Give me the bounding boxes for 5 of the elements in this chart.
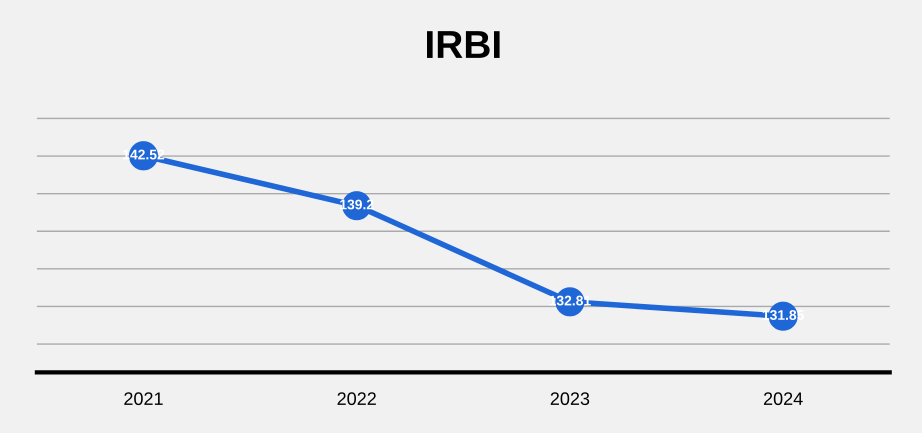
- x-tick-label: 2022: [338, 392, 376, 406]
- chart-title: IRBI: [427, 31, 500, 58]
- x-tick-label: 2021: [124, 392, 163, 406]
- x-tick-label: 2023: [550, 392, 590, 406]
- x-tick-label: 2024: [764, 392, 803, 406]
